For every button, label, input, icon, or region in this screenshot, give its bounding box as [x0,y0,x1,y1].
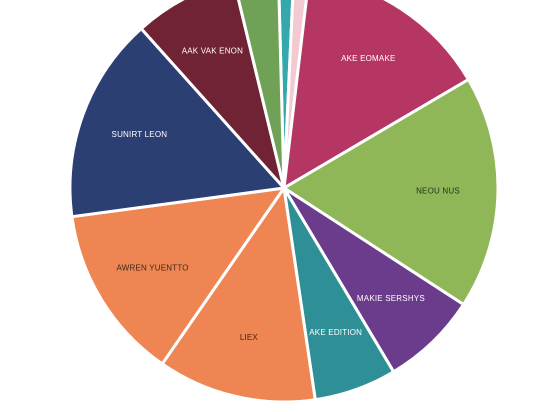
pie-slice-liex [160,186,317,404]
pie-slice-awren-yuentto [70,186,286,366]
slice-label-sunirt-leon: SUNIRT LEON [112,130,168,139]
slice-label-ake-eomake: AKE EOMAKE [341,54,395,63]
slice-label-awren-yuentto: AWREN YUENTTO [116,264,188,273]
slice-label-aak-vak-enon: AAK VAK ENON [182,47,243,56]
labels-layer: AKE EOMAKE NEOU NUS MAKIE SERSHYS AKE EDITI… [112,47,460,342]
slices-layer [68,0,500,404]
pie-slice-aak-vak-enon [139,0,286,190]
pie-slice-sunirt-leon [68,27,286,219]
slice-label-makie-sershys: MAKIE SERSHYS [357,294,425,303]
pie-slice-unlabeled-10 [237,0,286,190]
pie-slice-neou-nus [282,78,500,306]
pie-slice-ake-eomake [282,0,470,190]
slice-label-ake-edition: AKE EDITION [309,328,362,337]
slice-label-liex: LIEX [240,333,259,342]
slice-label-neou-nus: NEOU NUS [416,187,460,196]
pie-slice-makie-sershys [282,186,466,374]
